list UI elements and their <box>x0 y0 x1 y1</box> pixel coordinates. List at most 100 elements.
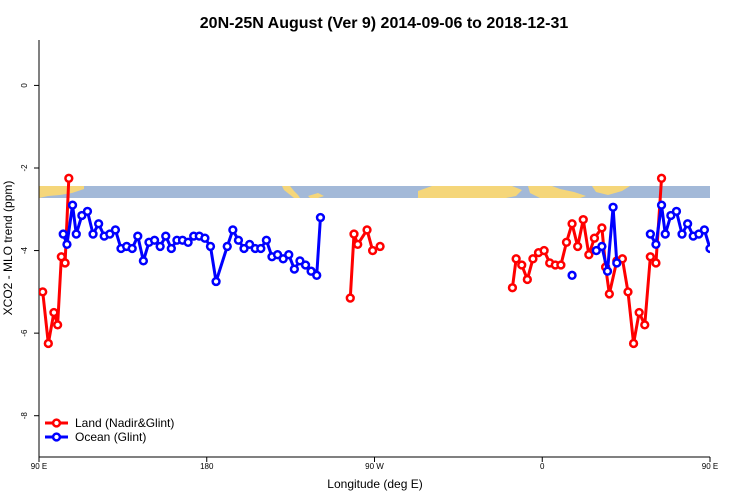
data-point <box>628 338 639 349</box>
data-point <box>623 287 633 297</box>
y-axis-label: XCO2 - MLO trend (ppm) <box>1 181 15 316</box>
data-point <box>589 233 600 243</box>
x-axis-label: Longitude (deg E) <box>327 477 422 491</box>
data-point <box>315 212 326 223</box>
series-land <box>39 173 667 349</box>
data-point <box>349 229 359 239</box>
land-mass-arabia-india <box>528 186 586 198</box>
data-point <box>718 243 725 250</box>
data-point <box>205 241 216 252</box>
legend-label-land: Land (Nadir&Glint) <box>75 416 174 430</box>
chart-title: 20N-25N August (Ver 9) 2014-09-06 to 201… <box>200 15 569 32</box>
data-point <box>58 229 68 239</box>
land-mass-gulf-coast <box>308 193 324 198</box>
y-tick-label: -4 <box>20 246 29 254</box>
data-point <box>634 307 644 318</box>
data-point <box>289 264 300 274</box>
data-point <box>682 219 693 229</box>
data-point <box>39 287 48 297</box>
data-point <box>705 243 710 254</box>
data-point <box>233 235 244 245</box>
data-point <box>612 258 622 268</box>
data-point <box>517 260 527 270</box>
data-point <box>561 237 572 247</box>
data-point <box>149 235 160 245</box>
data-point <box>93 219 104 229</box>
data-point <box>602 266 613 276</box>
data-point <box>699 225 710 235</box>
data-point <box>567 219 577 229</box>
series-line-segment <box>348 228 381 299</box>
data-point <box>677 229 687 239</box>
legend: Land (Nadir&Glint) Ocean (Glint) <box>45 416 174 444</box>
data-point <box>522 274 532 285</box>
land-mass-asia-west <box>39 186 84 198</box>
x-tick-label: 90 W <box>365 462 384 471</box>
data-point <box>645 252 656 262</box>
data-point <box>312 270 322 280</box>
data-point <box>127 243 137 254</box>
data-point <box>345 293 355 303</box>
data-point <box>88 229 98 239</box>
data-point <box>578 214 588 225</box>
data-point <box>300 260 311 270</box>
legend-marker-land <box>51 418 62 428</box>
x-tick-label: 0 <box>540 462 545 471</box>
data-point <box>49 307 59 318</box>
land-mass-asia-east <box>592 186 630 195</box>
data-point <box>573 241 583 252</box>
data-point <box>604 289 614 299</box>
data-point <box>166 243 176 254</box>
data-point <box>71 229 81 239</box>
data-point <box>67 200 78 210</box>
x-tick-label: 180 <box>200 462 214 471</box>
data-point <box>656 200 667 210</box>
data-point <box>211 276 221 287</box>
data-point <box>608 202 618 212</box>
data-point <box>660 229 670 239</box>
legend-label-ocean: Ocean (Glint) <box>75 430 146 444</box>
data-point <box>597 241 607 252</box>
data-point <box>645 229 656 239</box>
data-point <box>110 225 121 235</box>
data-point <box>507 283 518 293</box>
land-mass-africa <box>418 186 522 198</box>
data-point <box>584 250 594 260</box>
data-point <box>161 231 171 241</box>
data-point <box>62 239 72 250</box>
x-axis-ticks: 90 E 180 90 W 0 90 E <box>31 457 718 471</box>
data-point <box>712 243 719 250</box>
legend-marker-ocean <box>51 432 62 442</box>
data-point <box>256 243 266 254</box>
data-point <box>651 258 661 268</box>
data-point <box>528 254 538 264</box>
world-map-strip <box>39 186 710 198</box>
data-point <box>155 241 165 252</box>
data-point <box>651 239 661 250</box>
data-point <box>60 258 70 268</box>
y-tick-label: -6 <box>20 329 29 337</box>
land-mass-north-america <box>282 186 300 198</box>
x-tick-label: 90 E <box>702 462 718 471</box>
y-axis-ticks: 0 -2 -4 -6 -8 <box>20 83 39 419</box>
data-point <box>375 241 385 252</box>
data-point <box>284 250 294 260</box>
data-point <box>656 173 667 183</box>
data-point <box>138 256 149 266</box>
y-tick-label: -2 <box>20 164 29 172</box>
data-point <box>222 241 232 252</box>
x-tick-label: 90 E <box>31 462 47 471</box>
data-point <box>82 206 93 216</box>
data-point <box>183 237 193 247</box>
data-point <box>597 223 607 233</box>
data-point <box>353 239 363 250</box>
data-point <box>133 231 143 241</box>
data-point <box>228 225 238 235</box>
data-point <box>261 235 272 245</box>
data-point <box>556 260 566 270</box>
series-ocean <box>58 200 725 287</box>
data-point <box>671 206 682 216</box>
series-layer <box>39 173 725 349</box>
data-point <box>539 245 549 256</box>
